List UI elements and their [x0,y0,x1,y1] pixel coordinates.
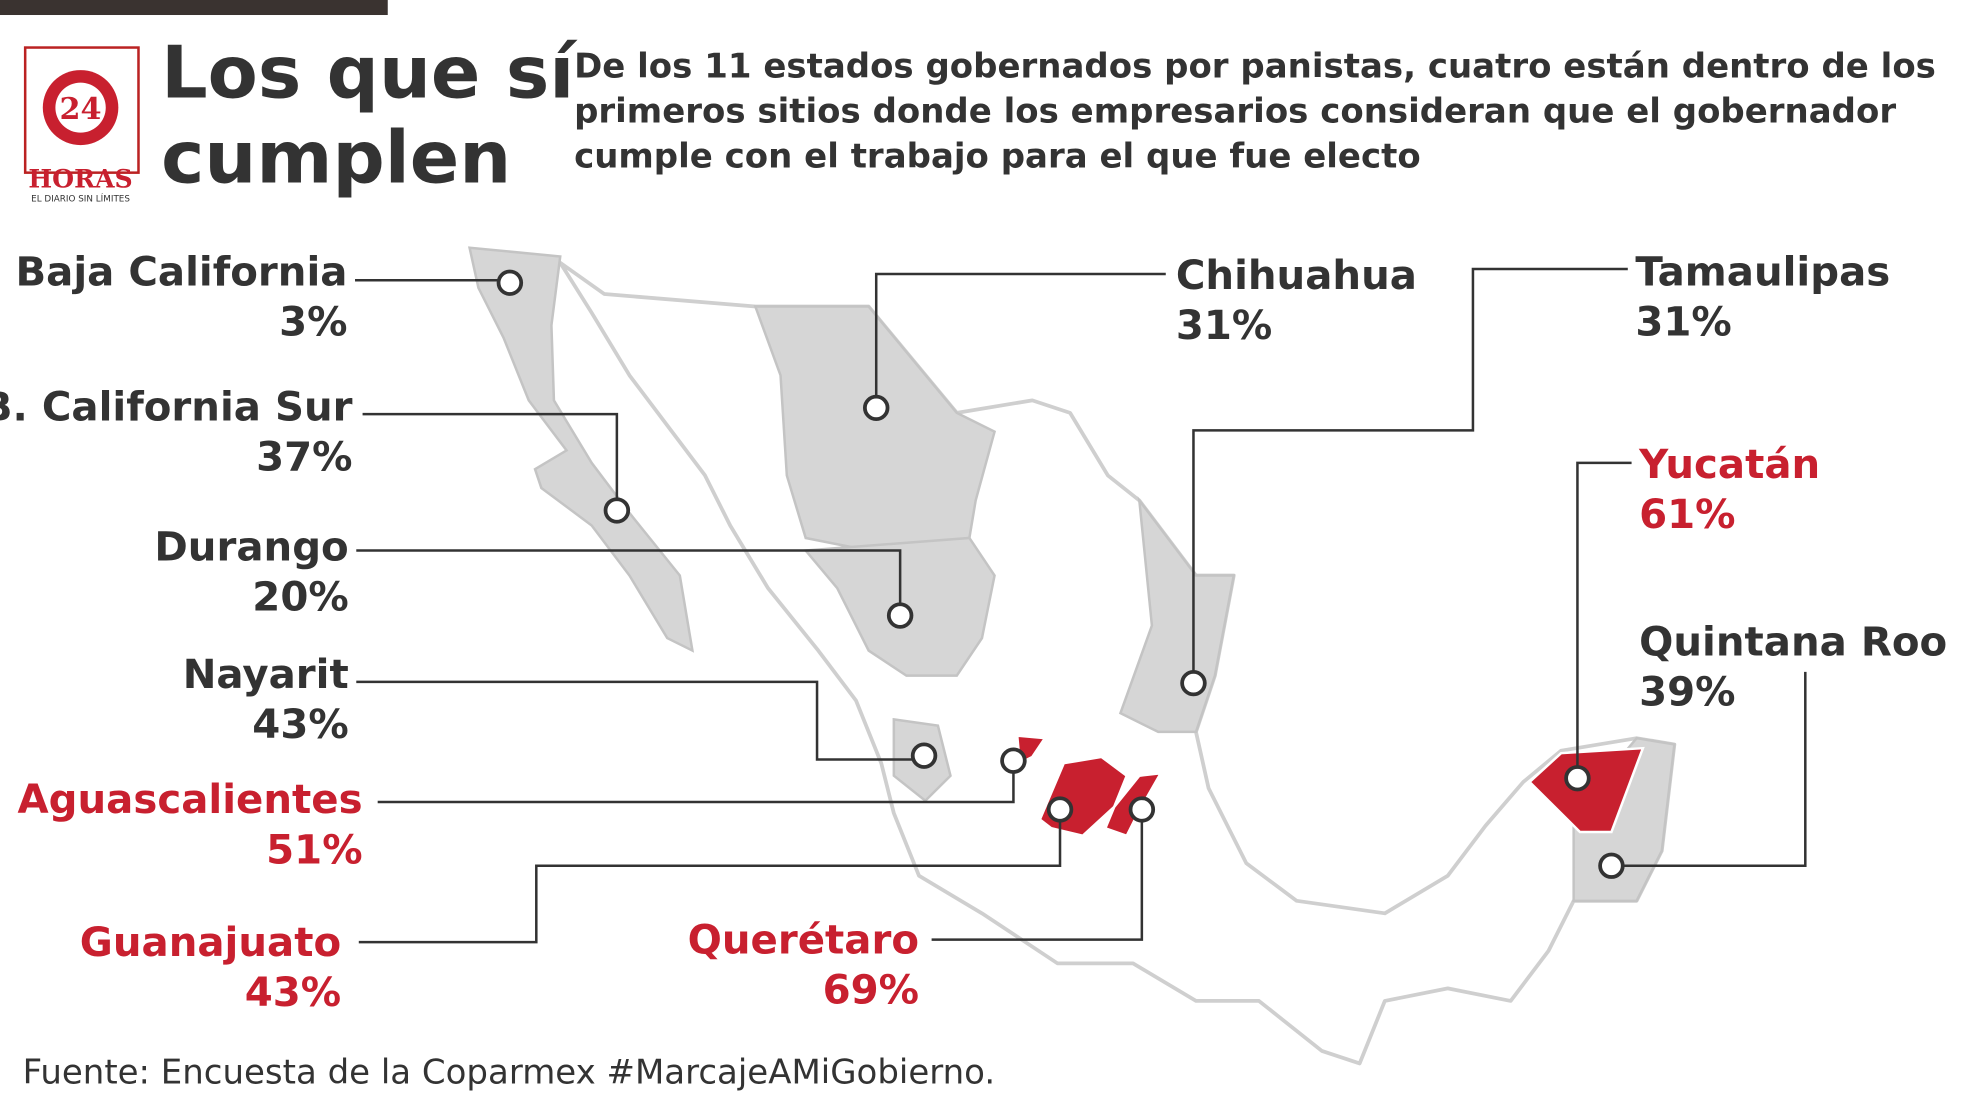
state-value: 31% [1176,303,1272,349]
description-line: cumple con el trabajo para el que fue el… [574,137,1421,176]
state-marker [1598,852,1625,879]
state-name: Yucatán [1638,442,1820,488]
state-value: 51% [266,827,362,873]
state-marker [910,742,938,769]
state-marker [496,269,524,296]
state-name: Guanajuato [80,920,341,966]
state-marker [1000,747,1027,774]
state-marker [603,497,631,524]
state-name: Querétaro [688,917,919,963]
yucatan-shape [1527,746,1645,834]
logo: 24 HORAS EL DIARIO SIN LÍMITES [23,46,140,204]
leader-line [377,760,1015,804]
state-value: 39% [1639,670,1735,716]
state-marker [1046,796,1074,823]
logo-tagline: EL DIARIO SIN LÍMITES [31,192,130,204]
title-line: cumplen [161,116,511,201]
tamaulipas-shape [1118,496,1236,734]
logo-inner [55,82,106,133]
leader-line [356,549,902,616]
state-name: Quintana Roo [1639,620,1947,666]
leader-line [1611,671,1807,868]
state-value: 3% [279,299,347,345]
state-value: 43% [252,702,348,748]
leader-line [1192,267,1628,684]
leader-line [356,680,925,761]
description-line: primeros sitios donde los empresarios co… [574,92,1896,131]
logo-number: 24 [60,92,102,127]
description-line: De los 11 estados gobernados por panista… [574,47,1936,86]
title-line: Los que sí [161,31,578,116]
top-bar [0,0,388,16]
leader-line [358,809,1062,944]
state-marker [1128,796,1156,823]
state-name: B. California Sur [0,384,353,430]
map [467,246,1677,1066]
state-marker [1564,765,1591,792]
leader-line [362,412,619,511]
state-name: Chihuahua [1176,253,1417,299]
leader-line [874,272,1166,408]
state-name: Baja California [15,249,347,295]
source: Fuente: Encuesta de la Coparmex #Marcaje… [23,1053,996,1092]
state-marker [886,602,914,629]
state-name: Nayarit [183,652,349,698]
state-value: 43% [245,970,341,1016]
state-marker [1180,669,1207,697]
logo-name: HORAS [28,164,132,194]
state-value: 69% [823,968,919,1014]
state-marker [862,394,890,422]
leader-line [931,809,1144,941]
state-name: Tamaulipas [1635,249,1890,295]
state-name: Durango [154,525,348,571]
state-value: 37% [256,435,352,481]
state-value: 61% [1639,492,1735,538]
state-name: Aguascalientes [18,777,363,823]
state-value: 20% [252,575,348,621]
leader-line [1576,461,1632,779]
state-value: 31% [1635,299,1731,345]
